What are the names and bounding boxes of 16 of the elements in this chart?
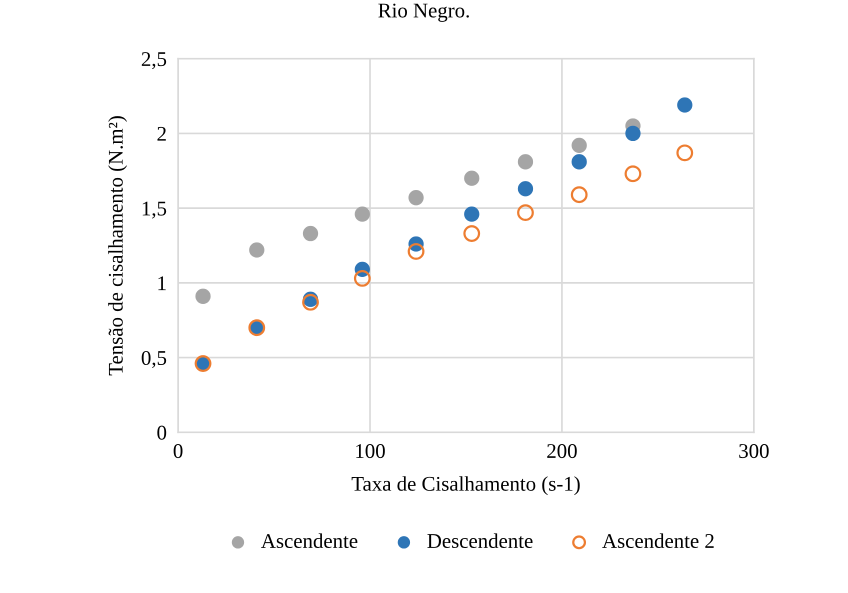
x-tick-label: 100 [356, 444, 385, 458]
y-tick-label: 0 [157, 426, 166, 440]
legend-label: Ascendente 2 [602, 533, 714, 548]
y-tick-label: 0,5 [142, 350, 166, 368]
y-tick-label: 2,5 [142, 52, 166, 70]
x-tick-label: 200 [547, 444, 577, 458]
y-tick-label: 1 [158, 276, 166, 290]
chart-title: Rio Negro. [378, 4, 469, 22]
legend-label: Descendente [427, 533, 533, 548]
y-tick-label: 2 [157, 126, 166, 141]
x-tick-label: 300 [739, 444, 769, 458]
y-tick-label: 1,5 [142, 202, 166, 219]
x-tick-label: 0 [174, 444, 182, 458]
y-axis-title: Tensão de cisalhamento (N.m²) [108, 116, 128, 376]
x-axis-title: Taxa de Cisalhamento (s-1) [352, 476, 580, 496]
legend-label: Ascendente [261, 533, 358, 548]
